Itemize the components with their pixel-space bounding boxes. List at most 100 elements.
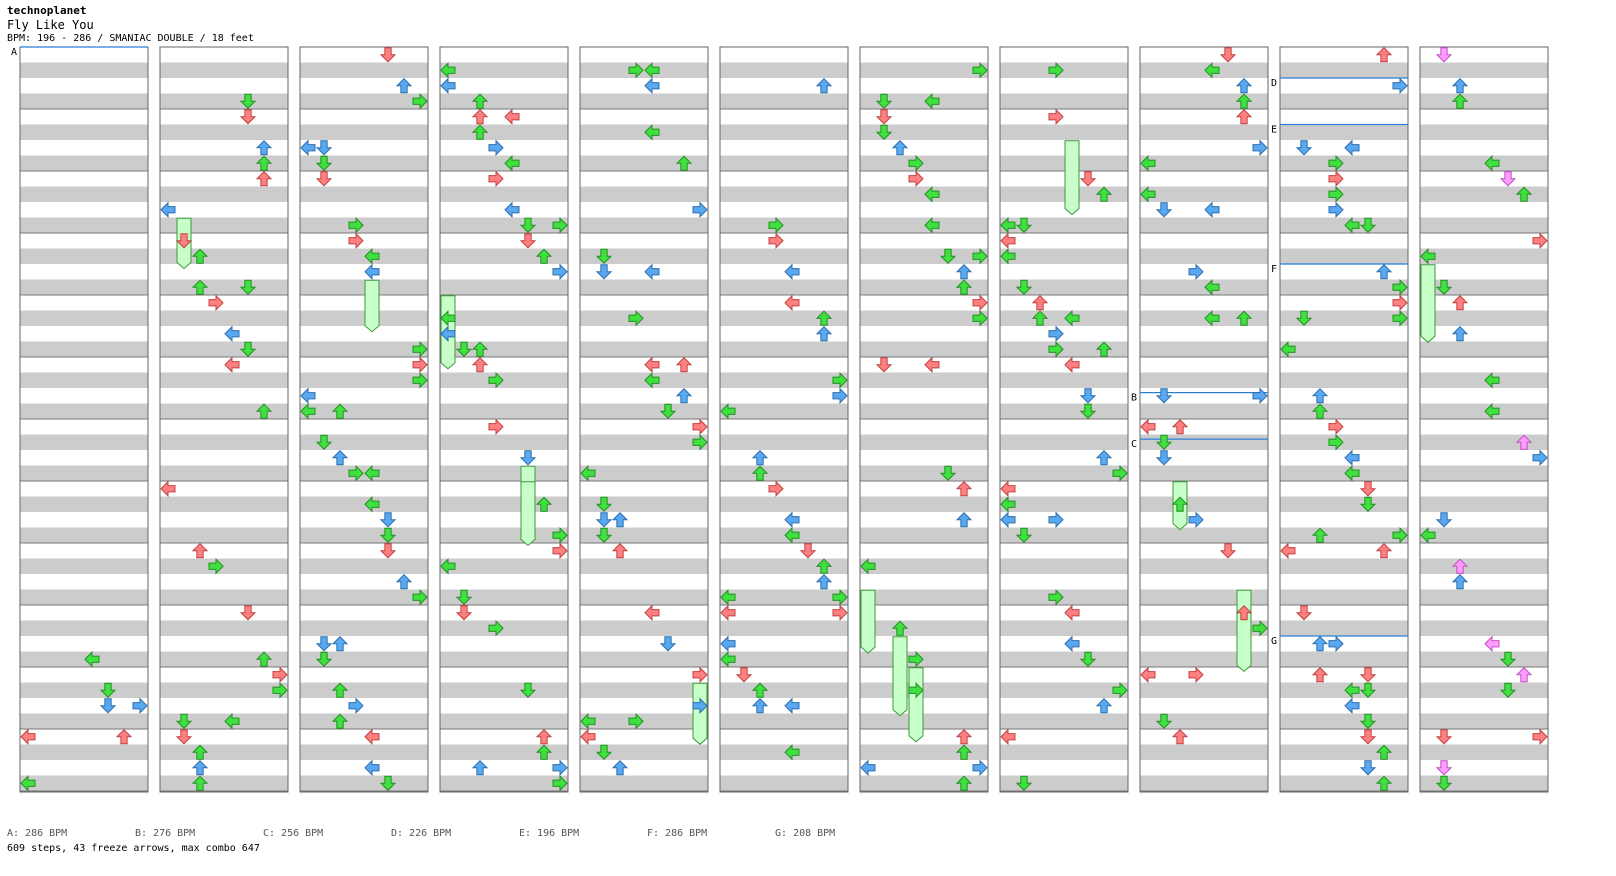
beat-band	[300, 310, 428, 326]
step-arrow	[692, 201, 708, 218]
beat-band	[20, 744, 148, 760]
beat-band	[300, 620, 428, 636]
bpm-change-label: A	[11, 47, 17, 58]
step-arrow	[552, 263, 568, 280]
beat-band	[1420, 465, 1548, 481]
beat-band	[160, 682, 288, 698]
step-arrow	[1031, 295, 1049, 311]
column-border	[719, 46, 849, 793]
step-arrow	[379, 512, 397, 528]
step-arrow	[160, 201, 176, 218]
step-arrow	[488, 372, 504, 389]
step-arrow	[1000, 480, 1016, 497]
beat-band	[1280, 713, 1408, 729]
step-arrow	[1048, 62, 1064, 79]
beat-band	[20, 775, 148, 791]
step-arrow	[891, 620, 909, 636]
beat-band	[1280, 248, 1408, 264]
beat-band	[1420, 682, 1548, 698]
freeze-arrow	[692, 682, 708, 745]
step-arrow	[379, 527, 397, 543]
step-arrow	[315, 434, 333, 450]
beat-band	[160, 620, 288, 636]
beat-band	[440, 589, 568, 605]
step-arrow	[908, 155, 924, 172]
beat-band	[1280, 186, 1408, 202]
step-arrow	[644, 124, 660, 141]
beat-band	[1140, 186, 1268, 202]
step-arrow	[1252, 620, 1268, 637]
beat-band	[580, 620, 708, 636]
beat-band	[1280, 682, 1408, 698]
beat-band	[1420, 155, 1548, 171]
beat-band	[1420, 775, 1548, 791]
step-arrow	[1295, 605, 1313, 621]
beat-band	[1280, 558, 1408, 574]
beat-band	[580, 713, 708, 729]
step-arrow	[1155, 202, 1173, 218]
step-arrow	[875, 124, 893, 140]
beat-band	[440, 155, 568, 171]
beat-band	[720, 744, 848, 760]
step-arrow	[595, 527, 613, 543]
step-arrow	[552, 775, 568, 792]
beat-band	[1420, 744, 1548, 760]
beat-band	[720, 713, 848, 729]
step-arrow	[1435, 47, 1453, 63]
step-arrow	[364, 496, 380, 513]
step-arrow	[191, 279, 209, 295]
beat-band	[860, 124, 988, 140]
beat-band	[1280, 589, 1408, 605]
beat-band	[1140, 682, 1268, 698]
step-arrow	[1359, 496, 1377, 512]
beat-band	[1140, 217, 1268, 233]
beat-band	[440, 620, 568, 636]
chart-summary: 609 steps, 43 freeze arrows, max combo 6…	[7, 843, 260, 854]
step-arrow	[1095, 341, 1113, 357]
step-arrow	[924, 356, 940, 373]
step-arrow	[815, 574, 833, 590]
beat-band	[300, 558, 428, 574]
step-arrow	[20, 775, 36, 792]
beat-band	[160, 310, 288, 326]
step-arrow	[364, 263, 380, 280]
step-arrow	[972, 294, 988, 311]
beat-band	[1000, 155, 1128, 171]
step-arrow	[875, 357, 893, 373]
beat-band	[860, 744, 988, 760]
step-arrow	[1344, 697, 1360, 714]
step-arrow	[191, 248, 209, 264]
step-arrow	[471, 93, 489, 109]
step-arrow	[1252, 387, 1268, 404]
step-arrow	[1359, 481, 1377, 497]
beat-band	[860, 341, 988, 357]
step-arrow	[1000, 232, 1016, 249]
beat-band	[580, 93, 708, 109]
step-arrow	[395, 78, 413, 94]
beat-band	[1000, 372, 1128, 388]
step-arrow	[720, 651, 736, 668]
beat-band	[1420, 434, 1548, 450]
step-arrow	[751, 682, 769, 698]
step-arrow	[955, 279, 973, 295]
beat-band	[1140, 248, 1268, 264]
step-arrow	[412, 589, 428, 606]
step-arrow	[1079, 388, 1097, 404]
step-arrow	[768, 480, 784, 497]
step-arrow	[908, 682, 924, 699]
bpm-legend-b: B: 276 BPM	[135, 828, 196, 839]
step-arrow	[1064, 356, 1080, 373]
step-arrow	[519, 217, 537, 233]
beat-band	[1000, 93, 1128, 109]
beat-band	[1420, 589, 1548, 605]
bpm-legend-d: D: 226 BPM	[391, 828, 452, 839]
step-arrow	[860, 759, 876, 776]
step-arrow	[300, 387, 316, 404]
beat-band	[160, 496, 288, 512]
step-arrow	[1188, 511, 1204, 528]
beat-band	[580, 651, 708, 667]
beat-band	[300, 93, 428, 109]
step-arrow	[1235, 78, 1253, 94]
step-arrow	[1095, 450, 1113, 466]
step-arrow	[1140, 186, 1156, 203]
